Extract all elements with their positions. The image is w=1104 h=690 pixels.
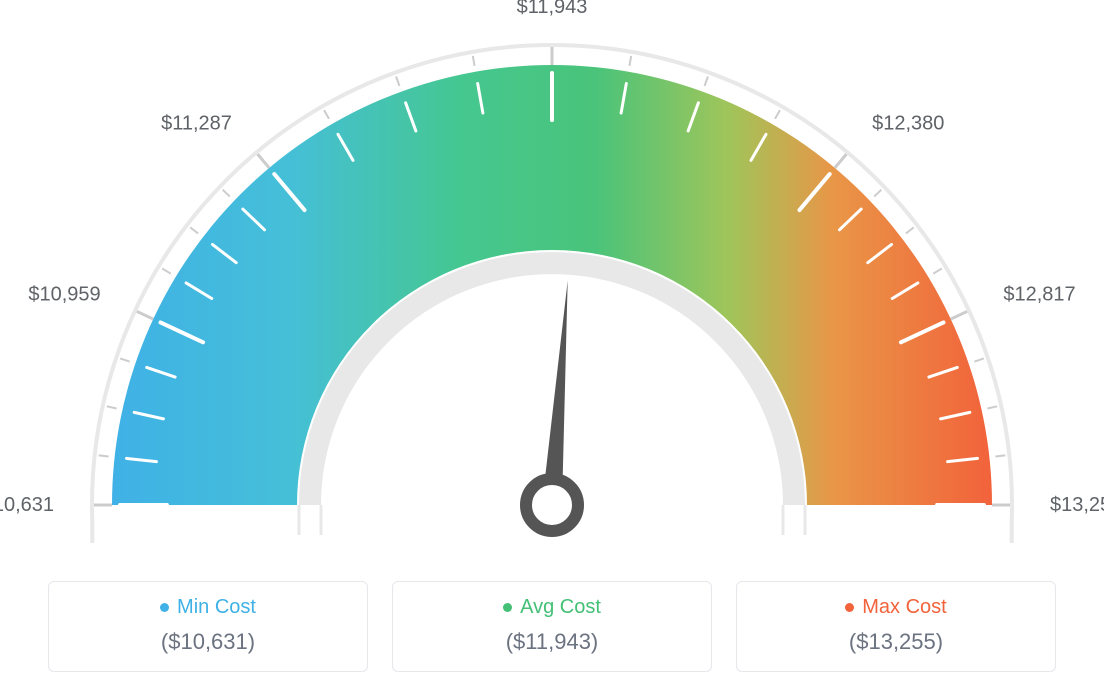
gauge-needle: [542, 281, 568, 506]
gauge-chart: $10,631 $10,959 $11,287 $11,943 $12,380 $12,8…: [0, 0, 1104, 560]
dot-icon: [503, 603, 512, 612]
legend-card-avg: Avg Cost ($11,943): [392, 581, 712, 672]
legend-title-min: Min Cost: [160, 596, 256, 619]
legend-card-min: Min Cost ($10,631): [48, 581, 368, 672]
legend-title-avg: Avg Cost: [503, 596, 601, 619]
legend-value: ($13,255): [755, 629, 1037, 655]
gauge-tick-label: $12,380: [872, 113, 944, 135]
legend-card-max: Max Cost ($13,255): [736, 581, 1056, 672]
legend-label: Min Cost: [177, 596, 256, 619]
gauge-tick-label: $10,959: [28, 284, 100, 306]
legend-value: ($10,631): [67, 629, 349, 655]
legend-value: ($11,943): [411, 629, 693, 655]
legend-title-max: Max Cost: [845, 596, 946, 619]
gauge-tick-label: $13,255: [1050, 494, 1104, 516]
gauge-tick-label: $12,817: [1003, 284, 1075, 306]
legend-row: Min Cost ($10,631) Avg Cost ($11,943) Ma…: [0, 581, 1104, 672]
legend-label: Max Cost: [862, 596, 946, 619]
gauge-tick-label: $10,631: [0, 494, 54, 516]
legend-label: Avg Cost: [520, 596, 601, 619]
gauge-tick-label: $11,943: [517, 0, 588, 18]
dot-icon: [845, 603, 854, 612]
cost-gauge-widget: $10,631 $10,959 $11,287 $11,943 $12,380 $12,8…: [0, 0, 1104, 690]
gauge-hub: [526, 479, 578, 531]
dot-icon: [160, 603, 169, 612]
gauge-tick-label: $11,287: [161, 113, 232, 135]
